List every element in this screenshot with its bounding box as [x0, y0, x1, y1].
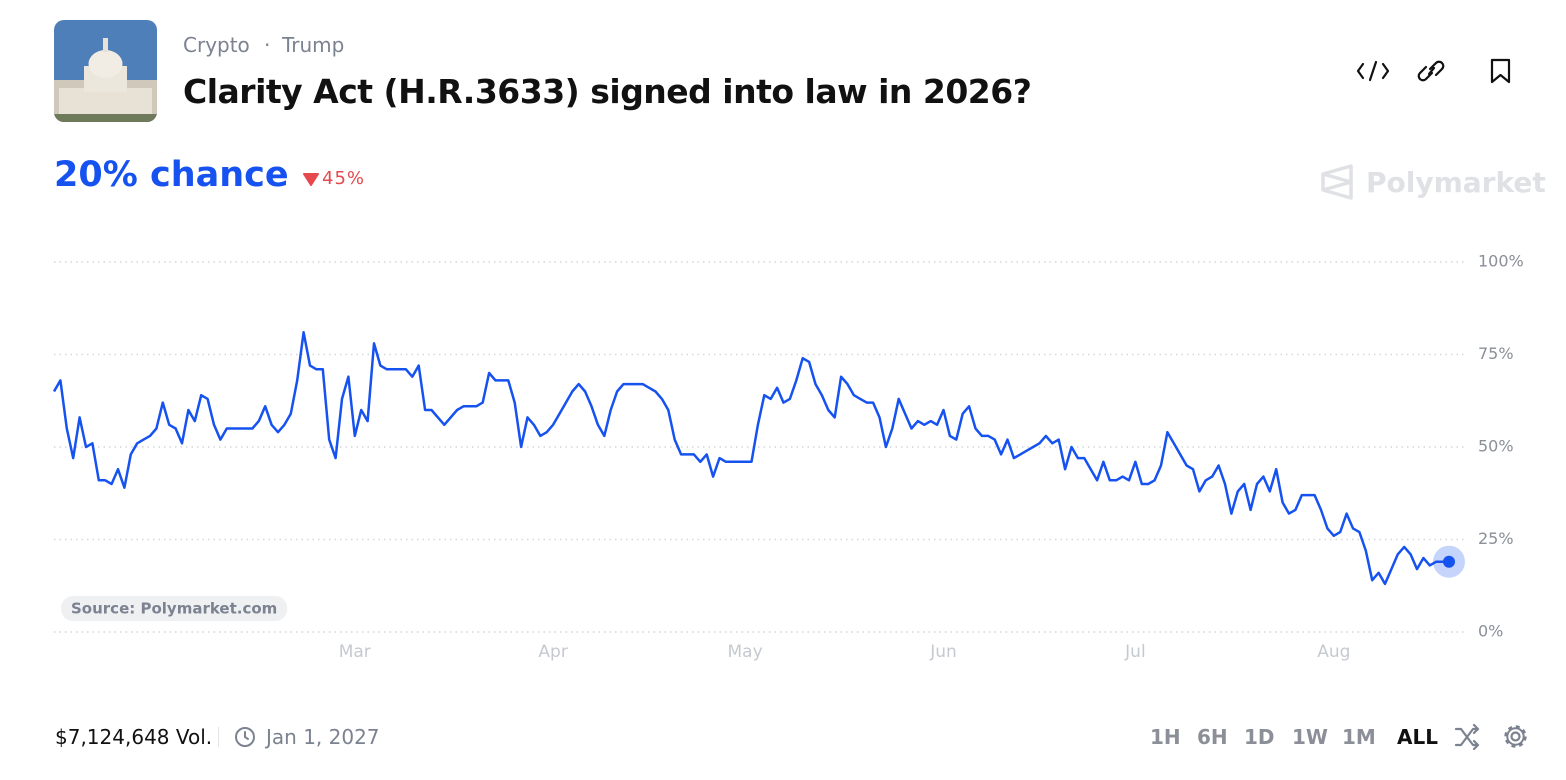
- end-date: Jan 1, 2027: [266, 725, 380, 749]
- breadcrumb-tag[interactable]: Trump: [282, 33, 345, 57]
- source-pill: [61, 596, 288, 621]
- chance: 20% chance: [54, 155, 289, 195]
- range-button[interactable]: ALL: [1397, 725, 1438, 749]
- y-tick-label: 0%: [1478, 622, 1503, 641]
- source-text: Source: Polymarket.com: [71, 600, 277, 618]
- volume: $7,124,648 Vol.: [55, 725, 213, 749]
- y-tick-label: 50%: [1478, 437, 1514, 456]
- x-tick-label: Apr: [538, 642, 567, 662]
- price-line: [52, 331, 1449, 586]
- x-tick-label: May: [728, 642, 763, 662]
- range-button[interactable]: 1D: [1244, 725, 1275, 749]
- bookmark-icon[interactable]: [1490, 58, 1511, 84]
- range-button[interactable]: 1W: [1292, 725, 1328, 749]
- range-button[interactable]: 6H: [1197, 725, 1228, 749]
- down-arrow: [303, 173, 319, 186]
- settings-icon[interactable]: [1502, 723, 1529, 750]
- brand-name: Polymarket: [1366, 166, 1546, 199]
- action-icons: [1356, 58, 1511, 84]
- embed-icon[interactable]: [1356, 60, 1390, 82]
- breadcrumb-separator: ·: [264, 33, 271, 57]
- x-tick-label: Aug: [1317, 642, 1350, 662]
- x-tick-label: Jul: [1124, 642, 1146, 662]
- chance-change: 45%: [322, 168, 366, 189]
- market-title: Clarity Act (H.R.3633) signed into law i…: [183, 72, 1032, 111]
- breadcrumb-category[interactable]: Crypto: [183, 33, 250, 57]
- y-tick-label: 100%: [1478, 252, 1524, 271]
- clock-icon: [235, 727, 255, 747]
- shuffle-icon[interactable]: [1454, 724, 1480, 750]
- separator: [218, 727, 219, 747]
- market-image: [54, 20, 157, 122]
- brand-logo: [1321, 164, 1353, 200]
- y-tick-label: 75%: [1478, 344, 1514, 363]
- y-tick-label: 25%: [1478, 529, 1514, 548]
- x-tick-label: Jun: [929, 642, 957, 662]
- current-point: [1443, 555, 1455, 568]
- source-label: Source: Polymarket.com: [61, 596, 288, 621]
- link-icon[interactable]: [1417, 60, 1445, 82]
- range-button[interactable]: 1H: [1150, 725, 1181, 749]
- price-chart: 0% 25% 50% 75% 100% Mar Apr May Jun Jul Aug Source:…: [52, 252, 1524, 662]
- range-button[interactable]: 1M: [1342, 725, 1376, 749]
- x-tick-label: Mar: [339, 642, 371, 662]
